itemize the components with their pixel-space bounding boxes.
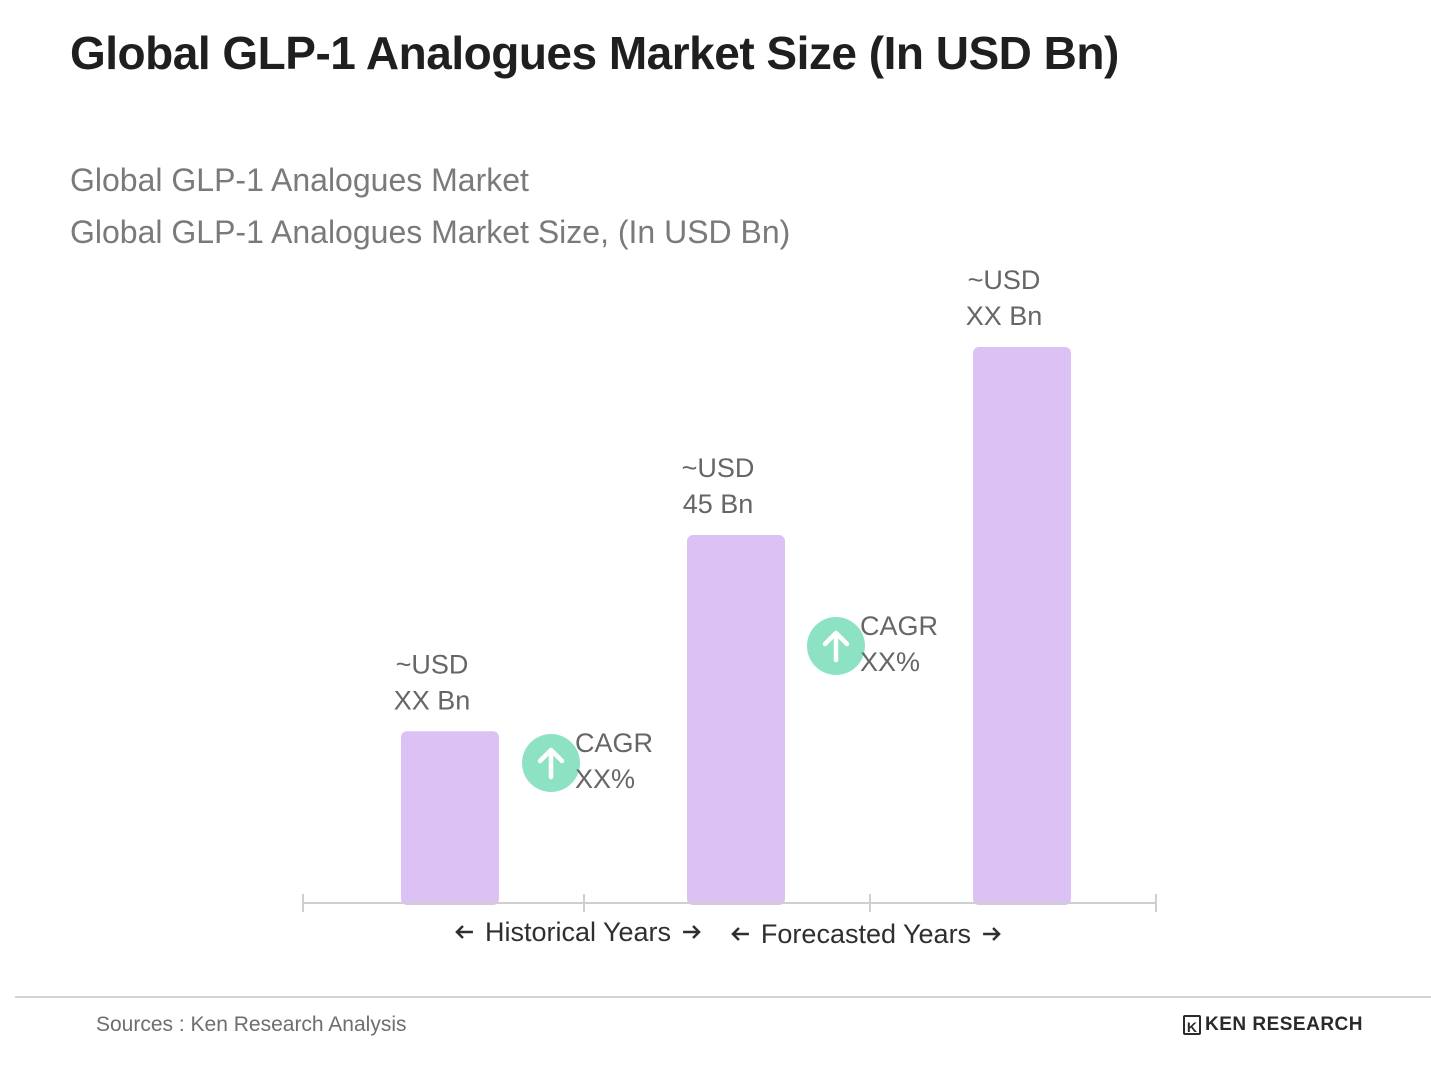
source-note: Sources : Ken Research Analysis bbox=[96, 1013, 407, 1036]
ken-research-logo-icon: K bbox=[1182, 1015, 1201, 1035]
up-arrow-icon bbox=[822, 630, 850, 663]
right-arrow-icon bbox=[983, 927, 1001, 941]
brand-logo: K KEN RESEARCH bbox=[1182, 1014, 1363, 1036]
bar-value-label: ~USD bbox=[968, 265, 1041, 295]
footer-divider bbox=[15, 996, 1431, 998]
cagr-label: XX% bbox=[860, 647, 920, 677]
chart-subtitle-units: Global GLP-1 Analogues Market Size, (In … bbox=[70, 214, 791, 250]
up-arrow-icon bbox=[537, 747, 565, 780]
bar-value-label: XX Bn bbox=[966, 301, 1043, 331]
brand-name: KEN RESEARCH bbox=[1204, 1014, 1363, 1035]
bar-value-label: ~USD bbox=[682, 453, 755, 483]
bar bbox=[973, 347, 1071, 905]
cagr-label: CAGR bbox=[575, 728, 653, 758]
bar bbox=[687, 535, 785, 905]
chart-subtitle: Global GLP-1 Analogues Market bbox=[70, 162, 529, 198]
right-arrow-icon bbox=[683, 925, 701, 939]
cagr-label: CAGR bbox=[860, 611, 938, 641]
bar-value-label: XX Bn bbox=[394, 685, 471, 715]
period-label: Forecasted Years bbox=[761, 919, 971, 949]
bar-value-label: 45 Bn bbox=[683, 489, 754, 519]
cagr-label: XX% bbox=[575, 764, 635, 794]
chart-title: Global GLP-1 Analogues Market Size (In U… bbox=[70, 27, 1119, 79]
left-arrow-icon bbox=[731, 927, 749, 941]
bar-chart: ~USD XX Bn ~USD 45 Bn ~USD XX Bn CAGR XX% CAGR XX… bbox=[302, 265, 1157, 949]
bar bbox=[401, 731, 499, 905]
period-label: Historical Years bbox=[485, 917, 671, 947]
left-arrow-icon bbox=[455, 925, 473, 939]
bar-value-label: ~USD bbox=[396, 649, 469, 679]
